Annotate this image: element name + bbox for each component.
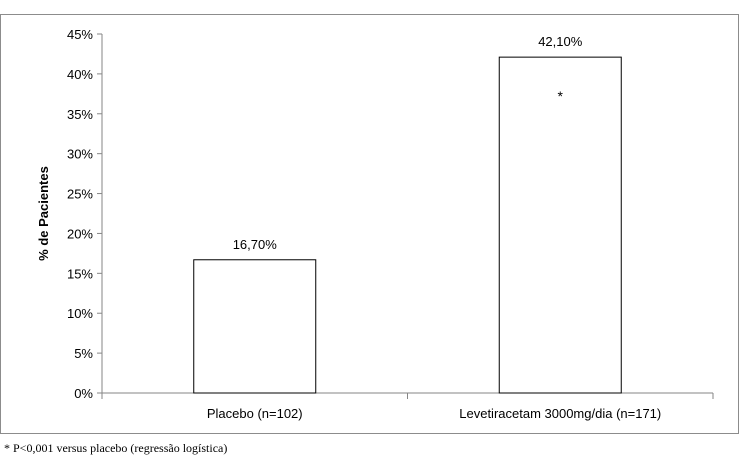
category-label: Levetiracetam 3000mg/dia (n=171) xyxy=(459,406,661,421)
y-tick-label: 15% xyxy=(67,266,93,281)
chart-footnote: * P<0,001 versus placebo (regressão logí… xyxy=(4,441,228,455)
y-tick-label: 45% xyxy=(67,27,93,42)
category-label: Placebo (n=102) xyxy=(207,406,303,421)
y-tick-label: 20% xyxy=(67,226,93,241)
chart-frame: 0% 5% 10% 15% 20% 25% 30% 35% 40% 45% 16,70% Placeb… xyxy=(0,14,739,434)
y-tick-label: 30% xyxy=(67,147,93,162)
y-tick-label: 35% xyxy=(67,107,93,122)
y-axis-title: % de Pacientes xyxy=(36,166,51,261)
bar xyxy=(498,56,622,394)
significance-asterisk: * xyxy=(558,88,564,104)
y-tick-label: 40% xyxy=(67,67,93,82)
y-tick-label: 5% xyxy=(74,346,93,361)
y-tick-label: 25% xyxy=(67,187,93,202)
data-label: 42,10% xyxy=(538,34,583,49)
data-label: 16,70% xyxy=(233,237,278,252)
bar-chart: 0% 5% 10% 15% 20% 25% 30% 35% 40% 45% 16,70% Placeb… xyxy=(36,27,714,421)
y-tick-label: 0% xyxy=(74,386,93,401)
bar xyxy=(193,259,317,394)
y-tick-label: 10% xyxy=(67,306,93,321)
